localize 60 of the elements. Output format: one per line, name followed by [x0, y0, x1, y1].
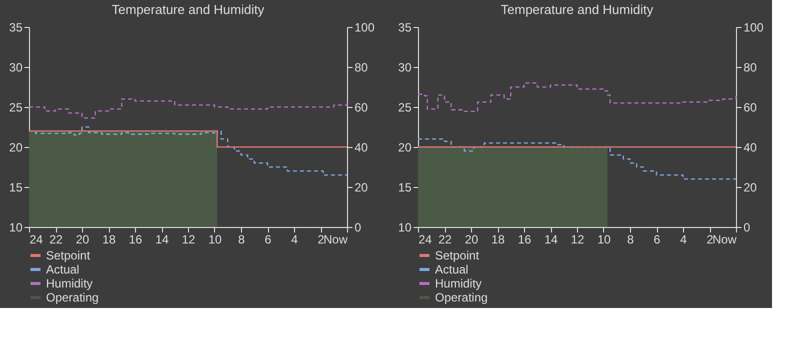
x-tick-label: 2 [706, 232, 714, 246]
y2-tick-label: 60 [354, 100, 368, 114]
x-tick-label: 10 [597, 232, 611, 246]
x-tick-label: Now [323, 232, 348, 246]
x-tick-label: 14 [544, 232, 558, 246]
x-tick-label: 18 [491, 232, 505, 246]
legend-label: Humidity [46, 276, 93, 290]
y-tick-label: 25 [398, 100, 412, 114]
y2-tick-label: 60 [744, 100, 758, 114]
x-tick-label: 8 [238, 232, 246, 246]
x-tick-label: 22 [49, 232, 63, 246]
y2-tick-label: 20 [744, 180, 758, 194]
y2-tick-label: 100 [744, 20, 764, 34]
y2-tick-label: 40 [744, 140, 758, 154]
y-tick-label: 35 [9, 20, 23, 34]
legend-label: Operating [46, 290, 99, 304]
x-tick-label: 20 [464, 232, 478, 246]
x-tick-label: 20 [76, 232, 90, 246]
y2-tick-label: 80 [744, 60, 758, 74]
legend-label: Setpoint [435, 248, 480, 262]
x-tick-label: 24 [30, 232, 44, 246]
y2-tick-label: 40 [354, 140, 368, 154]
y2-tick-label: 20 [354, 180, 368, 194]
x-tick-label: 4 [291, 232, 298, 246]
x-tick-label: 24 [418, 232, 432, 246]
chart-title: Temperature and Humidity [500, 2, 654, 17]
y2-tick-label: 0 [354, 220, 362, 234]
y-tick-label: 30 [398, 60, 412, 74]
x-tick-label: 2 [318, 232, 325, 246]
x-tick-label: 18 [102, 232, 116, 246]
x-tick-label: 12 [182, 232, 196, 246]
x-tick-label: 14 [155, 232, 169, 246]
y-tick-label: 10 [398, 220, 412, 234]
y2-tick-label: 100 [354, 20, 375, 34]
x-tick-label: 4 [680, 232, 688, 246]
y2-tick-label: 0 [744, 220, 750, 234]
y-tick-label: 25 [9, 100, 23, 114]
legend-label: Setpoint [46, 248, 91, 262]
x-tick-label: 16 [518, 232, 532, 246]
y-tick-label: 20 [398, 140, 412, 154]
x-tick-label: 6 [654, 232, 661, 246]
x-tick-label: 12 [570, 232, 584, 246]
y2-tick-label: 80 [354, 60, 368, 74]
y-tick-label: 15 [398, 180, 412, 194]
y-tick-label: 15 [9, 180, 23, 194]
y-tick-label: 30 [9, 60, 23, 74]
legend-label: Operating [435, 290, 488, 304]
legend-label: Actual [435, 262, 468, 276]
x-tick-label: 22 [438, 232, 452, 246]
x-tick-label: 6 [264, 232, 272, 246]
x-tick-label: 16 [128, 232, 142, 246]
x-tick-label: Now [712, 232, 737, 246]
y-tick-label: 10 [9, 220, 23, 234]
x-tick-label: 8 [627, 232, 634, 246]
x-tick-label: 10 [208, 232, 222, 246]
legend-label: Humidity [435, 276, 482, 290]
chart-title: Temperature and Humidity [112, 2, 265, 17]
legend-label: Actual [46, 262, 80, 276]
y-tick-label: 20 [9, 140, 23, 154]
y-tick-label: 35 [398, 20, 412, 34]
